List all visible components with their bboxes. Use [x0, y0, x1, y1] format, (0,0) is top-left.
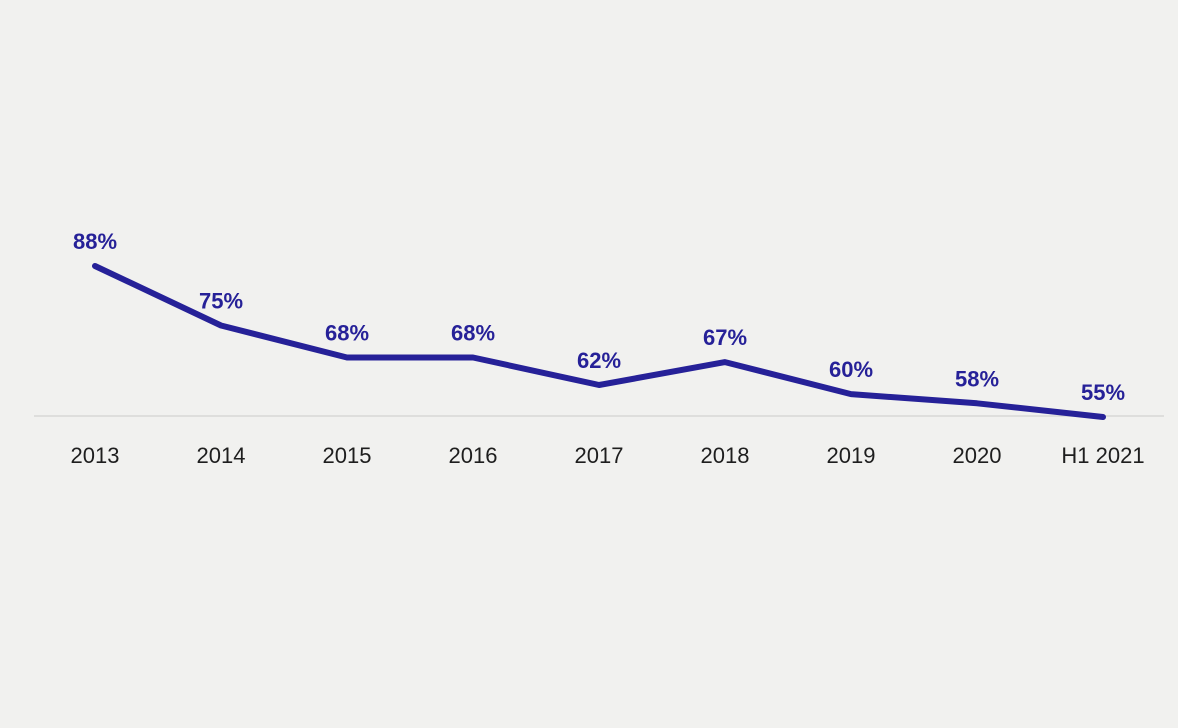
x-axis-tick-labels-group: 2013 2014 2015 2016 2017 2018 2019 2020 H1 2021: [71, 443, 1145, 468]
x-tick-label: 2013: [71, 443, 120, 468]
trend-line: [92, 263, 1106, 420]
value-label: 60%: [829, 357, 873, 382]
value-label: 68%: [325, 321, 369, 346]
x-tick-label: 2014: [197, 443, 246, 468]
value-label: 58%: [955, 366, 999, 391]
value-label: 55%: [1081, 380, 1125, 405]
x-tick-label: 2017: [575, 443, 624, 468]
value-label: 75%: [199, 289, 243, 314]
x-tick-label: 2018: [701, 443, 750, 468]
value-label: 67%: [703, 325, 747, 350]
value-label: 62%: [577, 348, 621, 373]
x-tick-label: 2015: [323, 443, 372, 468]
x-tick-label: 2016: [449, 443, 498, 468]
x-tick-label: 2019: [827, 443, 876, 468]
x-tick-label: 2020: [953, 443, 1002, 468]
x-tick-label: H1 2021: [1061, 443, 1144, 468]
value-labels-group: 88% 75% 68% 68% 62% 67% 60% 58% 55%: [73, 229, 1125, 405]
value-label: 68%: [451, 321, 495, 346]
value-label: 88%: [73, 229, 117, 254]
